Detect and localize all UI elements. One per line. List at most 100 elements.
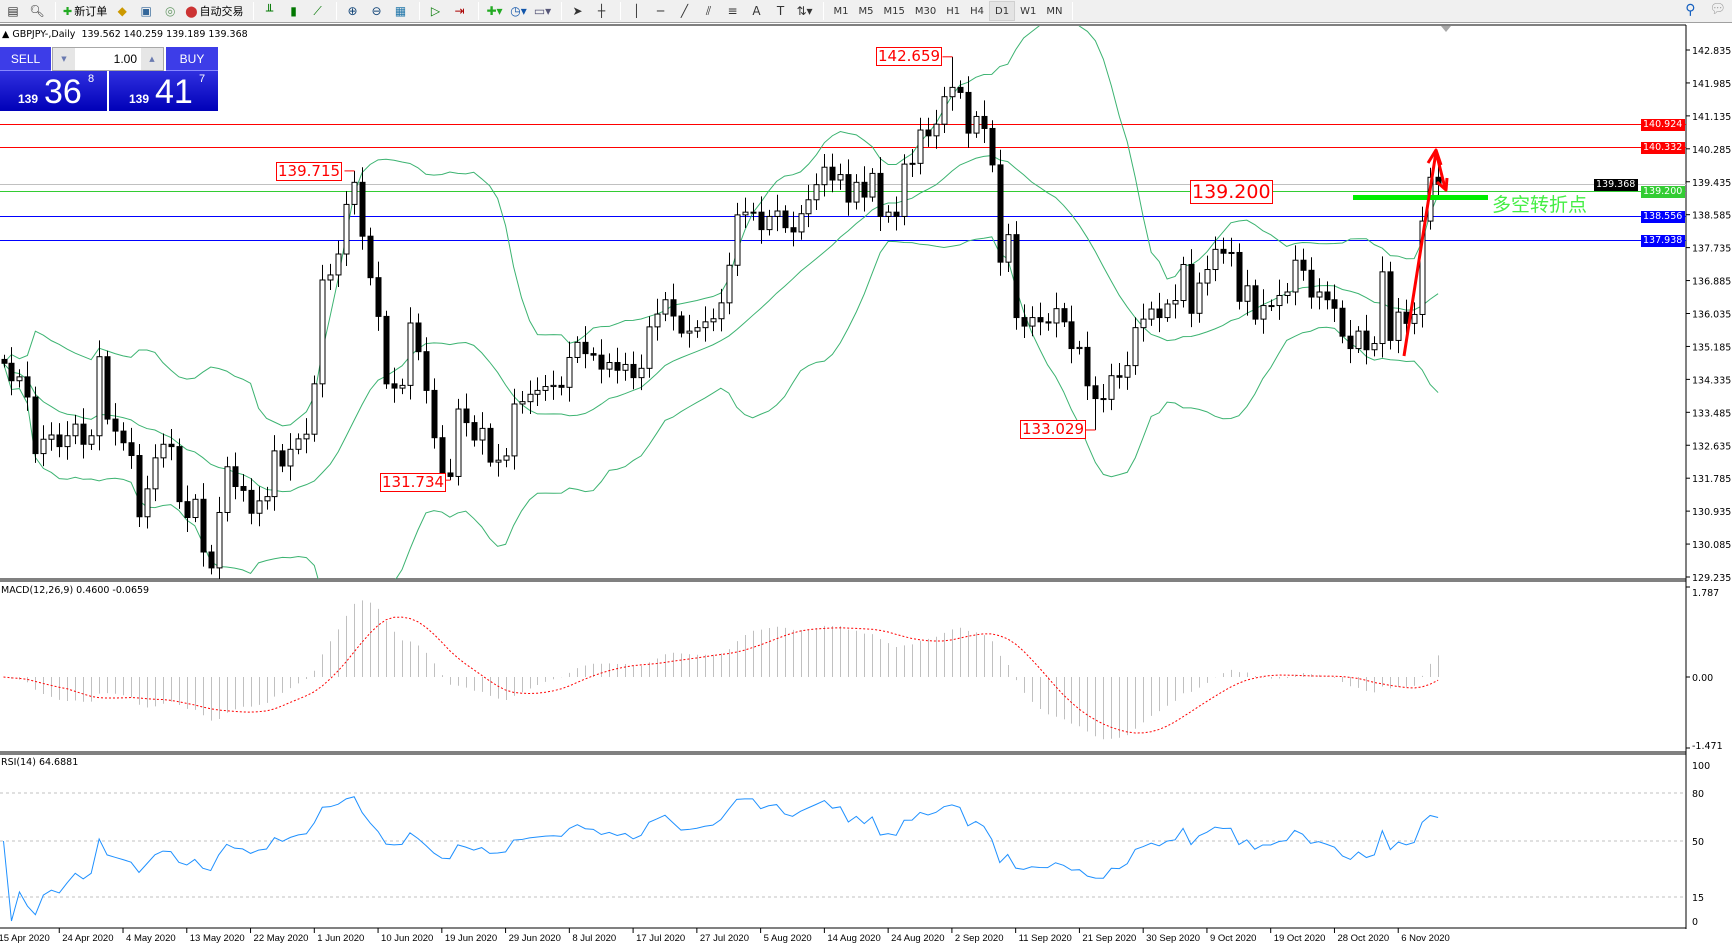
fibo-fan-icon[interactable]: ≡ — [727, 4, 738, 18]
line-chart-icon[interactable]: ⟋ — [313, 3, 322, 18]
candle — [877, 157, 884, 232]
templates-icon[interactable]: ▭▾ — [533, 4, 552, 18]
rsi-tick-label: 15 — [1692, 893, 1704, 904]
timeframe-d1[interactable]: D1 — [989, 1, 1016, 21]
chart-shift-icon[interactable]: ⇥ — [454, 4, 465, 18]
new-chart-icon[interactable]: ▤ — [7, 4, 19, 18]
candle — [343, 191, 350, 267]
community-icon[interactable]: 💬︎ — [1709, 2, 1726, 17]
candle — [1188, 249, 1195, 328]
candle — [104, 350, 111, 425]
candle-body — [1164, 303, 1171, 319]
candle-body — [112, 418, 119, 432]
lot-size-stepper[interactable]: ▼ 1.00 ▲ — [52, 47, 164, 71]
candlestick-icon[interactable]: ▮ — [290, 4, 297, 18]
candle-body — [774, 210, 781, 217]
buy-price[interactable]: 139 41 7 — [109, 71, 218, 111]
periods-icon[interactable]: ◷▾ — [510, 4, 527, 18]
lot-size-input[interactable]: 1.00 — [75, 48, 141, 70]
search-icon[interactable]: ⚲ — [1685, 2, 1696, 18]
candle-body — [917, 129, 924, 164]
crosshair-icon[interactable]: ┼ — [597, 4, 606, 18]
candle — [638, 354, 645, 391]
candle — [1196, 272, 1203, 323]
candle-body — [447, 472, 454, 477]
vertical-line-icon[interactable]: │ — [632, 4, 641, 18]
candle-body — [487, 427, 494, 463]
candle-body — [264, 496, 271, 502]
zoom-out-icon[interactable]: ⊖ — [371, 4, 382, 18]
candle — [1292, 245, 1299, 306]
autoscroll-icon[interactable]: ▷ — [430, 4, 441, 18]
candle — [1387, 261, 1394, 350]
decrease-lot-icon[interactable]: ▼ — [53, 48, 75, 70]
candle-body — [256, 500, 263, 514]
candle-body — [566, 356, 573, 388]
candle — [686, 314, 693, 348]
candle-body — [1148, 308, 1155, 320]
fibonacci-icon[interactable]: ⫽ — [705, 3, 712, 18]
candle-body — [295, 438, 302, 450]
candle-body — [606, 362, 613, 370]
zoom-in-icon[interactable]: ⊕ — [347, 4, 358, 18]
candle — [1268, 299, 1275, 312]
market-watch-icon[interactable]: ◆ — [117, 4, 127, 18]
trendline-icon[interactable]: ╱ — [680, 4, 689, 18]
candle — [917, 117, 924, 175]
macd-label: MACD(12,26,9) 0.4600 -0.0659 — [1, 585, 150, 596]
sell-price[interactable]: 139 36 8 — [0, 71, 107, 111]
cursor-icon[interactable]: ➤ — [572, 4, 583, 18]
candle-body — [646, 326, 653, 369]
text-icon[interactable]: A — [752, 4, 761, 18]
candle-body — [1379, 271, 1386, 345]
buy-button[interactable]: BUY — [166, 47, 218, 71]
horizontal-line-icon[interactable]: ─ — [656, 4, 665, 18]
timeframe-mn[interactable]: MN — [1046, 5, 1063, 17]
candle-body — [726, 264, 733, 304]
arrows-icon[interactable]: ⇅▾ — [796, 4, 813, 18]
candle-body — [160, 443, 167, 459]
candle-body — [343, 203, 350, 255]
profiles-icon[interactable]: 🔍︎ — [29, 4, 45, 18]
candle — [455, 398, 462, 486]
new-order-button[interactable]: ✚ 新订单 — [63, 4, 108, 19]
timeframe-w1[interactable]: W1 — [1020, 5, 1037, 17]
increase-lot-icon[interactable]: ▲ — [141, 48, 163, 70]
candle — [1324, 281, 1331, 310]
candle — [264, 486, 271, 510]
candle — [942, 56, 956, 111]
candle — [566, 341, 573, 402]
timeframe-m15[interactable]: M15 — [883, 5, 905, 17]
candle — [431, 378, 438, 449]
candle — [933, 109, 940, 149]
candle — [216, 496, 223, 579]
navigator-icon[interactable]: ▣ — [140, 4, 152, 18]
sell-button[interactable]: SELL — [0, 47, 51, 71]
timeframe-m30[interactable]: M30 — [914, 5, 937, 17]
candle-body — [670, 299, 677, 317]
label-icon[interactable]: T — [776, 4, 785, 18]
candle-body — [798, 213, 805, 233]
bar-chart-icon[interactable]: ╨ — [265, 4, 274, 18]
timeframe-h4[interactable]: H4 — [970, 5, 985, 17]
chart-shift-marker[interactable] — [1441, 26, 1451, 32]
candle-body — [359, 181, 366, 237]
candle-body — [527, 393, 534, 403]
date-tick-label: 28 Oct 2020 — [1337, 933, 1389, 944]
candle — [574, 336, 581, 363]
bull-bear-turning-point-note: 多空转折点 — [1492, 194, 1588, 216]
tile-windows-icon[interactable]: ▦ — [394, 4, 407, 18]
candle-body — [1411, 313, 1418, 324]
timeframe-h1[interactable]: H1 — [946, 5, 961, 17]
candle-body — [1252, 285, 1259, 320]
price-tick-label: 136.035 — [1692, 310, 1731, 321]
signals-icon[interactable]: ◎ — [164, 4, 176, 18]
candle — [375, 261, 382, 331]
timeframe-m5[interactable]: M5 — [858, 5, 874, 17]
indicators-icon[interactable]: ✚▾ — [486, 4, 503, 18]
candle — [821, 153, 828, 197]
auto-trade-button[interactable]: ⬤ 自动交易 — [185, 4, 244, 19]
timeframe-m1[interactable]: M1 — [833, 5, 849, 17]
candle — [534, 377, 541, 407]
